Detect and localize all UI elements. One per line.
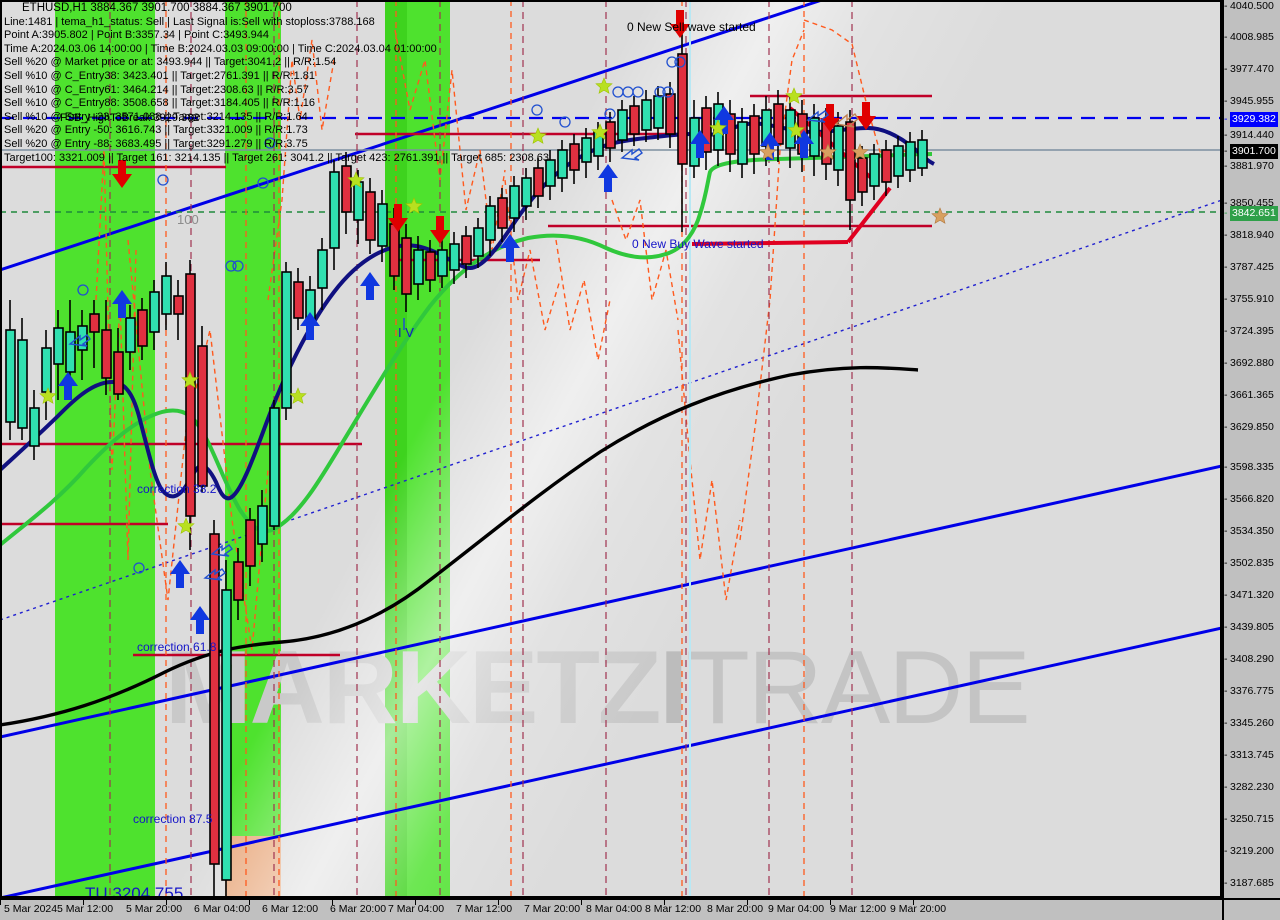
price-tick: -3755.910 — [1224, 293, 1274, 305]
candlesticks — [5, 26, 928, 898]
fsb-level-label: FSB_HighToBreak 3929.382 — [60, 112, 200, 124]
annotation-tu-level: TU 3204.755 — [85, 884, 184, 898]
price-tick: -3502.835 — [1224, 557, 1274, 569]
time-separator — [747, 900, 748, 905]
time-separator — [332, 900, 333, 905]
chart-plot-area[interactable]: MARKETZITRADE — [0, 0, 1222, 898]
price-tick: -4008.985 — [1224, 31, 1274, 43]
breakout-marker-icon — [68, 110, 829, 581]
axis-corner — [1222, 898, 1280, 920]
time-tick: 5 Mar 2024 — [4, 903, 58, 915]
price-tick: -3250.715 — [1224, 813, 1274, 825]
price-tick: -3471.320 — [1224, 589, 1274, 601]
time-separator — [664, 900, 665, 905]
time-tick: 7 Mar 20:00 — [524, 903, 581, 915]
price-axis[interactable]: -4040.500 -4008.985 -3977.470 -3945.955 … — [1222, 0, 1280, 898]
trend-channel-dotted — [0, 199, 1222, 621]
buy-arrow-icon — [58, 106, 814, 634]
annotation-wave-iv: I V — [398, 325, 414, 340]
annotation-sell-wave: 0 New Sell wave started — [627, 20, 756, 34]
price-tick: -3818.940 — [1224, 229, 1274, 241]
price-tick: -3313.745 — [1224, 749, 1274, 761]
time-separator — [0, 900, 1, 905]
annotation-correction-382: correction 38.2 — [137, 482, 217, 496]
ma-mid-line — [0, 152, 933, 547]
price-tick: -3282.230 — [1224, 781, 1274, 793]
price-badge-current[interactable]: -3901.700 — [1224, 144, 1278, 159]
time-tick: 7 Mar 04:00 — [388, 903, 445, 915]
time-tick: 9 Mar 20:00 — [890, 903, 947, 915]
price-tick: -3408.290 — [1224, 653, 1274, 665]
price-tick: -3692.880 — [1224, 357, 1274, 369]
price-tick: -3376.775 — [1224, 685, 1274, 697]
exit-star-icon — [759, 143, 949, 224]
zigzag-vertical-dashes — [165, 0, 805, 898]
time-separator — [913, 900, 914, 905]
price-tick: -4040.500 — [1224, 0, 1274, 12]
price-tick: -3566.820 — [1224, 493, 1274, 505]
time-axis[interactable]: 5 Mar 2024 5 Mar 12:00 5 Mar 20:00 6 Mar… — [0, 898, 1222, 920]
price-tick: -3439.805 — [1224, 621, 1274, 633]
exit-marker-icon — [834, 112, 859, 128]
price-tick: -3977.470 — [1224, 63, 1274, 75]
time-tick: 8 Mar 04:00 — [586, 903, 643, 915]
price-tick: -3787.425 — [1224, 261, 1274, 273]
price-tick: -3661.365 — [1224, 389, 1274, 401]
time-separator — [498, 900, 499, 905]
time-tick: 7 Mar 12:00 — [456, 903, 513, 915]
price-tick: -3724.395 — [1224, 325, 1274, 337]
annotation-correction-875: correction 87.5 — [133, 812, 213, 826]
time-tick: 9 Mar 12:00 — [830, 903, 887, 915]
sell-arrow-icon — [112, 10, 876, 244]
signal-star-icon — [39, 77, 805, 534]
price-tick: -3881.970 — [1224, 160, 1274, 172]
annotation-fib-100: 100 — [177, 212, 199, 227]
price-tick: -3187.685 — [1224, 877, 1274, 889]
time-tick: 6 Mar 12:00 — [262, 903, 319, 915]
price-badge-fsb[interactable]: -3929.382 — [1224, 112, 1278, 127]
price-tick: -3945.955 — [1224, 95, 1274, 107]
time-tick: 5 Mar 20:00 — [126, 903, 183, 915]
price-tick: -3345.260 — [1224, 717, 1274, 729]
annotation-correction-618: correction 61.8 — [137, 640, 217, 654]
time-tick: 5 Mar 12:00 — [57, 903, 114, 915]
time-separator — [830, 900, 831, 905]
time-separator — [166, 900, 167, 905]
price-tick: -3598.335 — [1224, 461, 1274, 473]
time-tick: 8 Mar 20:00 — [707, 903, 764, 915]
price-tick: -3629.850 — [1224, 421, 1274, 433]
price-tick: -3534.350 — [1224, 525, 1274, 537]
time-separator — [415, 900, 416, 905]
wave-circle-icon — [77, 56, 686, 574]
price-tick: -3219.200 — [1224, 845, 1274, 857]
time-separator — [83, 900, 84, 905]
time-separator — [581, 900, 582, 905]
annotation-buy-wave: 0 New Buy Wave started — [632, 237, 764, 251]
price-badge-green[interactable]: -3842.651 — [1224, 206, 1278, 221]
chart-graphics — [0, 0, 1222, 898]
time-tick: 6 Mar 04:00 — [194, 903, 251, 915]
ma-slow-line — [0, 365, 919, 727]
time-separator — [249, 900, 250, 905]
price-tick: -3914.440 — [1224, 129, 1274, 141]
time-tick: 9 Mar 04:00 — [768, 903, 825, 915]
time-tick: 8 Mar 12:00 — [645, 903, 702, 915]
time-tick: 6 Mar 20:00 — [330, 903, 387, 915]
